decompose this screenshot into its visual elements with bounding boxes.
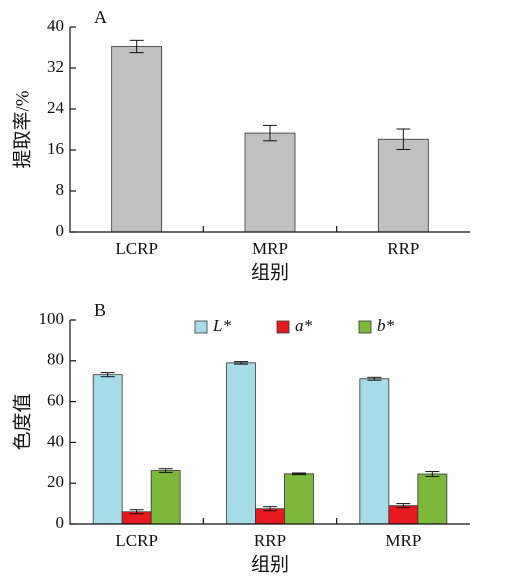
legend-label: a*	[295, 316, 313, 335]
legend-label: L*	[212, 316, 231, 335]
bar	[377, 138, 429, 233]
x-axis-label: 组别	[251, 261, 289, 283]
bar	[150, 470, 181, 525]
x-tick-label: RRP	[387, 239, 419, 258]
x-tick-label: RRP	[254, 531, 286, 550]
legend-label: b*	[377, 316, 395, 335]
y-tick-label: 40	[47, 431, 64, 450]
y-axis-label: 色度值	[11, 393, 33, 450]
bar	[111, 46, 163, 233]
legend-swatch	[358, 320, 372, 334]
x-axis-label: 组别	[251, 553, 289, 575]
panel-label: B	[94, 300, 106, 320]
y-tick-label: 40	[47, 16, 64, 35]
y-tick-label: 80	[47, 350, 64, 369]
y-tick-label: 16	[47, 139, 64, 158]
bar	[244, 132, 296, 233]
bar	[417, 473, 448, 525]
panel-label: A	[94, 7, 107, 27]
axes	[69, 27, 470, 233]
legend-swatch	[276, 320, 290, 334]
bar	[388, 505, 419, 525]
x-tick-label: MRP	[385, 531, 421, 550]
axes	[69, 320, 470, 525]
x-tick-label: LCRP	[115, 239, 158, 258]
y-tick-label: 0	[56, 221, 65, 240]
y-tick-label: 8	[56, 180, 65, 199]
x-tick-label: LCRP	[115, 531, 158, 550]
y-tick-label: 32	[47, 57, 64, 76]
bar	[92, 374, 123, 525]
y-tick-label: 0	[56, 513, 65, 532]
y-axis-label: 提取率/%	[11, 90, 33, 168]
bar	[284, 473, 314, 525]
bar	[359, 378, 390, 525]
x-tick-label: MRP	[252, 239, 288, 258]
y-tick-label: 60	[47, 391, 64, 410]
y-tick-label: 24	[47, 98, 65, 117]
bar	[226, 362, 256, 525]
y-tick-label: 100	[39, 309, 65, 328]
y-tick-label: 20	[47, 472, 64, 491]
legend-swatch	[194, 320, 208, 334]
